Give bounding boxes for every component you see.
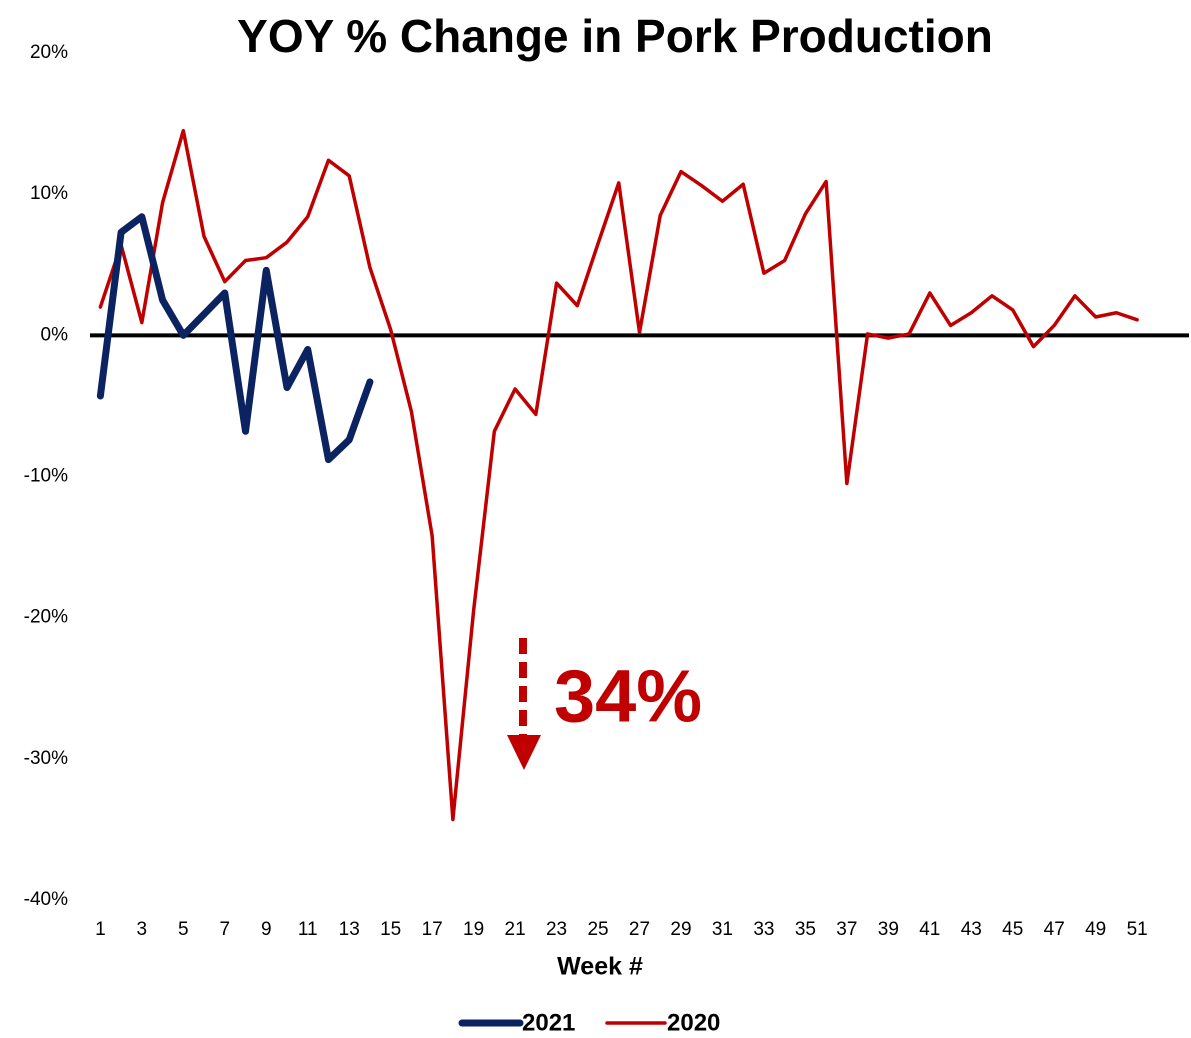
x-tick-label: 27 bbox=[629, 919, 650, 940]
x-tick-label: 17 bbox=[422, 919, 443, 940]
x-tick-label: 13 bbox=[339, 919, 360, 940]
chart-title: YOY % Change in Pork Production bbox=[237, 10, 993, 62]
series-line bbox=[96, 213, 374, 464]
y-tick-label: 20% bbox=[30, 42, 68, 63]
annotation-arrow bbox=[507, 638, 541, 770]
x-tick-label: 29 bbox=[670, 919, 691, 940]
y-tick-label: 0% bbox=[41, 324, 69, 345]
x-tick-label: 7 bbox=[219, 919, 230, 940]
x-tick-label: 23 bbox=[546, 919, 567, 940]
x-tick-label: 39 bbox=[878, 919, 899, 940]
x-tick-label: 49 bbox=[1085, 919, 1106, 940]
series-line bbox=[98, 128, 1139, 822]
arrow-head bbox=[507, 735, 541, 770]
x-tick-label: 15 bbox=[380, 919, 401, 940]
y-tick-label: -20% bbox=[24, 607, 68, 628]
x-tick-label: 5 bbox=[178, 919, 189, 940]
x-tick-label: 47 bbox=[1044, 919, 1065, 940]
x-tick-label: 31 bbox=[712, 919, 733, 940]
x-tick-label: 37 bbox=[836, 919, 857, 940]
legend-label: 2021 bbox=[522, 1009, 575, 1036]
x-tick-label: 41 bbox=[919, 919, 940, 940]
x-tick-label: 33 bbox=[753, 919, 774, 940]
x-tick-label: 25 bbox=[587, 919, 608, 940]
x-tick-label: 9 bbox=[261, 919, 272, 940]
y-tick-label: -10% bbox=[24, 466, 68, 487]
legend-label: 2020 bbox=[667, 1009, 720, 1036]
annotation: 34% bbox=[554, 655, 702, 738]
y-tick-label: -30% bbox=[24, 748, 68, 769]
x-tick-label: 19 bbox=[463, 919, 484, 940]
x-axis-label: Week # bbox=[557, 953, 643, 981]
x-tick-label: 51 bbox=[1127, 919, 1148, 940]
x-tick-label: 43 bbox=[961, 919, 982, 940]
x-tick-label: 11 bbox=[298, 919, 318, 940]
x-tick-label: 1 bbox=[95, 919, 106, 940]
x-tick-label: 3 bbox=[137, 919, 148, 940]
x-tick-label: 35 bbox=[795, 919, 816, 940]
x-tick-label: 45 bbox=[1002, 919, 1023, 940]
y-tick-label: 10% bbox=[30, 183, 68, 204]
y-tick-label: -40% bbox=[24, 889, 68, 910]
x-tick-label: 21 bbox=[505, 919, 526, 940]
